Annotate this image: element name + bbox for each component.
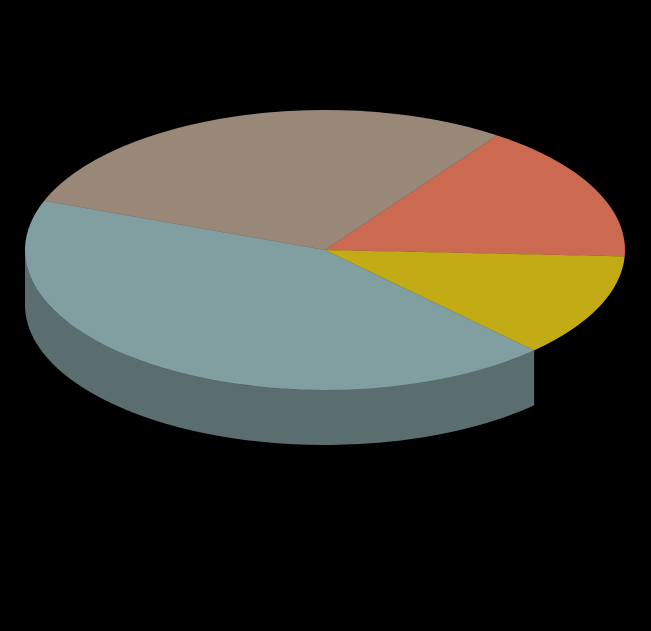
- pie-chart-svg: [0, 0, 651, 631]
- pie-chart-3d: [0, 0, 651, 631]
